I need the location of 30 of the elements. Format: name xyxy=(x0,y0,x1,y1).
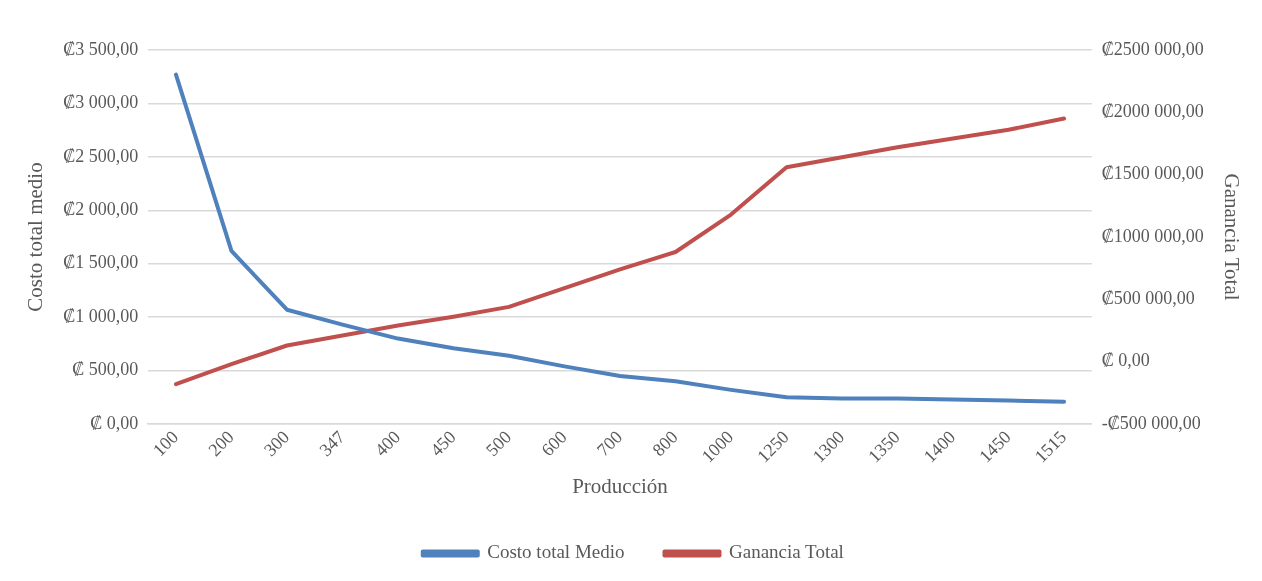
x-tick-label: 800 xyxy=(648,426,682,460)
y2-tick-label: ₡2000 000,00 xyxy=(1101,101,1204,122)
y-axis-title: Costo total medio xyxy=(23,162,48,312)
y-tick-label: ₡1 500,00 xyxy=(63,252,139,273)
legend-label: Costo total Medio xyxy=(487,541,625,563)
x-tick-label: 700 xyxy=(592,426,627,460)
y-tick-label: ₡2 500,00 xyxy=(63,145,139,166)
y-tick-label: ₡1 000,00 xyxy=(63,305,139,326)
y2-tick-label: -₡500 000,00 xyxy=(1101,412,1201,433)
x-tick-label: 500 xyxy=(481,426,516,460)
legend-label: Ganancia Total xyxy=(728,541,844,563)
y-tick-label: ₡3 000,00 xyxy=(63,92,139,113)
x-tick-label: 300 xyxy=(259,426,294,460)
y-tick-label: ₡2 000,00 xyxy=(63,199,139,220)
x-tick-label: 347 xyxy=(315,426,349,460)
x-tick-label: 600 xyxy=(537,426,571,460)
y2-tick-label: ₡1500 000,00 xyxy=(1101,163,1204,184)
y2-axis-title: Ganancia Total xyxy=(1219,173,1244,301)
y2-tick-label: ₡ 0,00 xyxy=(1101,350,1150,371)
x-tick-label: 100 xyxy=(148,426,183,460)
x-axis-title: Producción xyxy=(572,473,669,498)
x-tick-label: 450 xyxy=(426,426,460,460)
y-tick-label: ₡3 500,00 xyxy=(63,38,139,59)
y-tick-label: ₡ 500,00 xyxy=(72,359,139,380)
y2-tick-label: ₡1000 000,00 xyxy=(1101,225,1204,246)
x-tick-label: 200 xyxy=(204,426,238,460)
y2-tick-label: ₡2500 000,00 xyxy=(1101,38,1204,59)
y2-tick-label: ₡500 000,00 xyxy=(1101,288,1195,309)
y-tick-label: ₡ 0,00 xyxy=(90,412,139,433)
x-tick-label: 400 xyxy=(370,426,405,460)
